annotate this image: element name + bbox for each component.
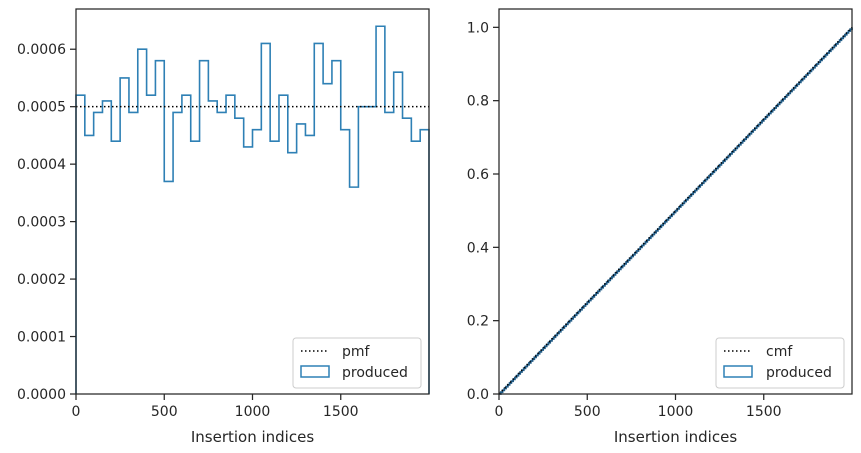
- pmf-legend-produced-swatch: [300, 365, 330, 378]
- cmf-panel: 0 500 1000 1500 0.0 0.2 0.4 0.6 0.8 1.0 Insertion…: [467, 8, 853, 446]
- pmf-x-axis-label: Insertion indices: [191, 428, 314, 446]
- cmf-legend: cmf produced: [715, 337, 845, 389]
- cmf-x-tick-label: 0: [495, 404, 504, 420]
- pmf-x-tick-label: 1000: [235, 404, 271, 420]
- cmf-x-tick-label: 500: [574, 404, 601, 420]
- pmf-y-tick-label: 0.0001: [17, 330, 66, 346]
- pmf-y-tick-label: 0.0006: [17, 42, 66, 58]
- cmf-ticks: 0 500 1000 1500 0.0 0.2 0.4 0.6 0.8 1.0: [467, 20, 782, 420]
- pmf-legend-produced-label: produced: [342, 365, 408, 381]
- cmf-legend-produced-swatch: [723, 365, 753, 378]
- cmf-y-tick-label: 0.2: [467, 314, 489, 330]
- cmf-y-tick-label: 0.8: [467, 94, 489, 110]
- cmf-legend-cmf-label: cmf: [766, 344, 793, 360]
- cmf-x-tick-label: 1500: [746, 404, 782, 420]
- cmf-y-tick-label: 0.0: [467, 387, 489, 403]
- cmf-reference-line: [498, 26, 853, 395]
- pmf-y-tick-label: 0.0002: [17, 272, 66, 288]
- cmf-y-tick-label: 1.0: [467, 20, 489, 36]
- cmf-x-tick-label: 1000: [658, 404, 694, 420]
- pmf-panel: 0 500 1000 1500 0.0000 0.0001 0.0002 0.0003 0.00…: [17, 8, 430, 446]
- pmf-x-tick-label: 1500: [323, 404, 359, 420]
- pmf-plot-area: [75, 25, 430, 394]
- pmf-legend: pmf produced: [292, 337, 422, 389]
- pmf-x-tick-label: 500: [151, 404, 178, 420]
- cmf-x-axis-label: Insertion indices: [614, 428, 737, 446]
- cmf-y-tick-label: 0.6: [467, 167, 489, 183]
- pmf-y-tick-label: 0.0000: [17, 387, 66, 403]
- cmf-y-tick-label: 0.4: [467, 240, 489, 256]
- pmf-ticks: 0 500 1000 1500 0.0000 0.0001 0.0002 0.0003 0.00…: [17, 42, 359, 420]
- cmf-plot-area: [498, 26, 853, 395]
- pmf-x-tick-label: 0: [72, 404, 81, 420]
- cmf-legend-produced-label: produced: [766, 365, 832, 381]
- pmf-legend-pmf-label: pmf: [342, 344, 371, 360]
- pmf-y-tick-label: 0.0003: [17, 215, 66, 231]
- cmf-axes-frame: [498, 8, 853, 395]
- pmf-y-tick-label: 0.0004: [17, 157, 66, 173]
- pmf-y-tick-label: 0.0005: [17, 100, 66, 116]
- produced-cumulative-line: [499, 27, 853, 395]
